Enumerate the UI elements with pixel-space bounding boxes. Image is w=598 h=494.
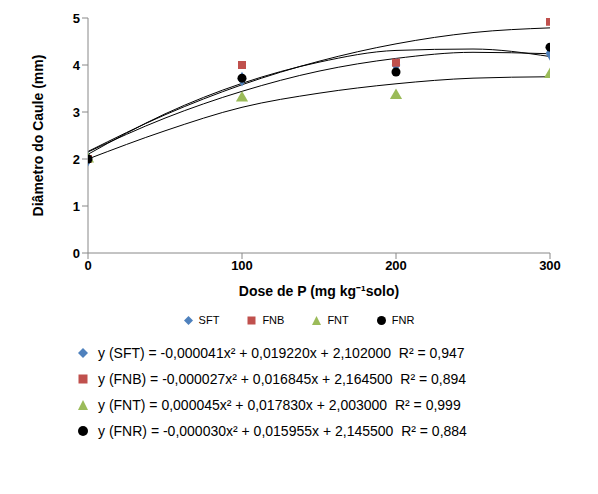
svg-text:0: 0	[84, 258, 91, 273]
html-text:FNB: FNB	[262, 314, 285, 326]
svg-text:Dose de P (mg kg⁻¹solo): Dose de P (mg kg⁻¹solo)	[239, 283, 399, 299]
html-text:y (FNB) = -0,000027x² + 0,0168: y (FNB) = -0,000027x² + 0,016845x + 2,16…	[98, 371, 467, 387]
svg-text:3: 3	[73, 105, 80, 120]
html-text:FNT: FNT	[327, 314, 349, 326]
html-text:y (FNT) = 0,000045x² + 0,01783: y (FNT) = 0,000045x² + 0,017830x + 2,003…	[98, 397, 461, 413]
html-text:y (FNR) = -0,000030x² + 0,0159: y (FNR) = -0,000030x² + 0,015955x + 2,14…	[98, 423, 467, 439]
svg-text:0: 0	[73, 246, 80, 261]
svg-text:300: 300	[539, 258, 561, 273]
html-text:y (SFT) = -0,000041x² + 0,0192: y (SFT) = -0,000041x² + 0,019220x + 2,10…	[98, 345, 465, 361]
svg-text:1: 1	[73, 199, 80, 214]
svg-text:100: 100	[231, 258, 253, 273]
svg-text:Diâmetro do Caule (mm): Diâmetro do Caule (mm)	[30, 55, 46, 217]
svg-text:200: 200	[385, 258, 407, 273]
html-text:SFT: SFT	[198, 314, 220, 326]
svg-text:5: 5	[73, 11, 80, 26]
html-text:FNR: FNR	[391, 314, 415, 326]
svg-text:2: 2	[73, 152, 80, 167]
svg-text:4: 4	[73, 58, 81, 73]
